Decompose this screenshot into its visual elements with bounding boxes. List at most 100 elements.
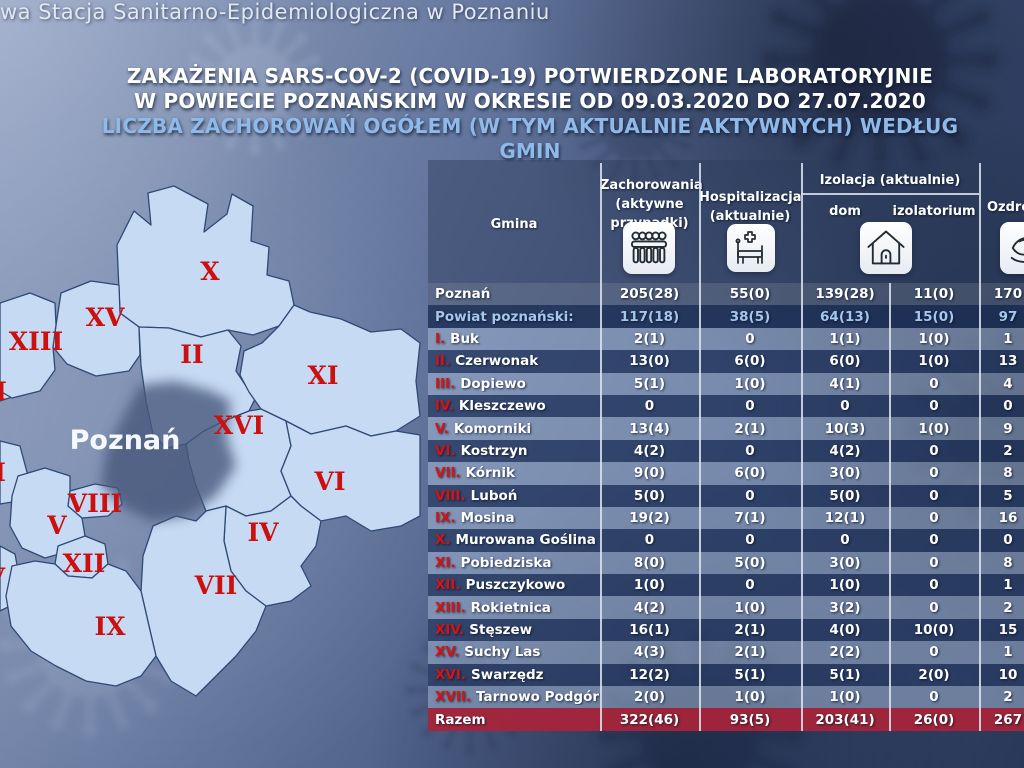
value-cell: 6(0) [734,353,766,370]
value-cell: 2 [1003,599,1013,616]
value-cell: 13 [998,353,1018,370]
value-cell: 26(0) [913,711,955,728]
gmina-name: Buk [450,330,480,347]
title-line-3: LICZBA ZACHOROWAŃ OGÓŁEM (W TYM AKTUALNI… [101,114,959,163]
value-cell: 2(1) [734,644,766,661]
table-row: XVI. Swarzędz 12(2) 5(1) 5(1) 2(0) 10 [428,663,1024,687]
table-row: IX. Mosina 19(2) 7(1) 12(1) 0 16 [428,506,1024,530]
value-cell: 0 [929,398,939,415]
gmina-name-cell: XII. Puszczykowo [428,577,600,593]
table-row: XV. Suchy Las 4(3) 2(1) 2(2) 0 1 [428,641,1024,664]
value-cell: 8(0) [633,554,666,571]
value-cell: 4(2) [829,442,861,459]
table-row: XIII. Rokietnica 4(2) 1(0) 3(2) 0 2 [428,596,1024,619]
gmina-name-cell: X. Murowana Goślina [428,532,600,548]
gmina-numeral: III. [435,375,456,392]
map-region-shape [280,420,421,532]
gmina-name-cell: VIII. Luboń [428,488,600,504]
gmina-name-cell: VII. Kórnik [428,465,600,481]
table-row: V. Komorniki 13(4) 2(1) 10(3) 1(0) 9 [428,417,1024,440]
map-region-label: XII [63,549,106,578]
value-cell: 267 [993,711,1023,728]
value-cell: 0 [644,398,655,415]
value-cell: 1(0) [918,330,950,347]
table-row: VII. Kórnik 9(0) 6(0) 3(0) 0 8 [428,462,1024,485]
gmina-numeral: XIII. [435,599,466,616]
value-cell: 139(28) [815,286,875,303]
value-cell: 19(2) [629,510,670,527]
value-cell: 12(2) [629,666,670,683]
value-cell: 2(1) [633,330,666,347]
value-cell: 6(0) [734,465,766,482]
value-cell: 2 [1003,442,1013,459]
gmina-numeral: IX. [435,510,456,527]
value-cell: 1 [1003,577,1013,594]
gmina-numeral: XII. [435,577,461,594]
map-region-label: XVI [214,411,265,440]
value-cell: 0 [1003,398,1013,415]
value-cell: 4(1) [829,375,861,392]
header-izolatorium: izolatorium [892,204,976,219]
value-cell: 1 [1003,330,1013,347]
map-region-label: V [46,511,67,540]
crowd-icon [623,222,675,274]
value-cell: 0 [929,487,939,504]
gmina-name-cell: VI. Kostrzyn [428,443,600,459]
table-row: VI. Kostrzyn 4(2) 0 4(2) 0 2 [428,439,1024,463]
value-cell: 2 [1003,689,1013,706]
gmina-numeral: XI. [435,554,456,571]
gmina-name-cell: V. Komorniki [428,421,600,437]
title-line-2: W POWIECIE POZNAŃSKIM W OKRESIE OD 09.03… [134,89,926,113]
value-cell: 0 [929,689,939,706]
map-region-shapes [0,185,421,697]
map-region-label: III [0,458,6,487]
value-cell: 1(1) [829,330,861,347]
map-region-label: VI [313,467,345,496]
value-cell: 170 [993,286,1023,303]
map-region-label: XI [307,361,338,390]
map-region-label: VII [194,571,238,600]
value-cell: 0 [745,442,755,459]
table-row: Poznań 205(28) 55(0) 139(28) 11(0) 170 [428,283,1024,306]
value-cell: 5(0) [829,487,861,504]
value-cell: 16(1) [629,622,670,639]
gmina-name-cell: XVI. Swarzędz [428,667,600,683]
value-cell: 3(0) [829,465,861,482]
value-cell: 55(0) [729,286,771,303]
value-cell: 8 [1003,465,1013,482]
table-row: XII. Puszczykowo 1(0) 0 1(0) 0 1 [428,574,1024,597]
map-region-label: XIII [9,327,63,356]
value-cell: 205(28) [619,286,680,303]
value-cell: 7(1) [734,510,766,527]
map-region-shape [5,560,157,687]
gmina-name: Dopiewo [460,375,526,392]
map-region-label: XIV [0,563,6,592]
poznan-city-area [101,381,236,521]
value-cell: 13(4) [629,420,670,437]
value-cell: 4(3) [633,644,666,661]
gmina-name: Puszczykowo [465,577,566,594]
dove-icon [1000,222,1024,274]
value-cell: 6(0) [829,353,861,370]
gmina-name: Rokietnica [470,599,551,616]
column-divider [699,163,701,731]
value-cell: 64(13) [820,308,870,325]
value-cell: 1(0) [829,689,861,706]
organization-banner: wa Stacja Sanitarno-Epidemiologiczna w P… [0,0,550,24]
value-cell: 5 [1003,487,1013,504]
value-cell: 5(0) [734,554,766,571]
map-region-label: II [180,340,203,369]
gmina-name: Suchy Las [464,644,541,661]
gmina-numeral: IV. [435,398,454,415]
value-cell: 0 [929,510,939,527]
gmina-name-cell: IX. Mosina [428,510,600,526]
value-cell: 10 [998,666,1018,683]
value-cell: 4 [1003,375,1013,392]
value-cell: 0 [929,442,939,459]
value-cell: 0 [929,465,939,482]
value-cell: 0 [929,375,939,392]
value-cell: 11(0) [913,286,955,303]
table-row: VIII. Luboń 5(0) 0 5(0) 0 5 [428,484,1024,507]
gmina-numeral: VIII. [435,487,466,504]
